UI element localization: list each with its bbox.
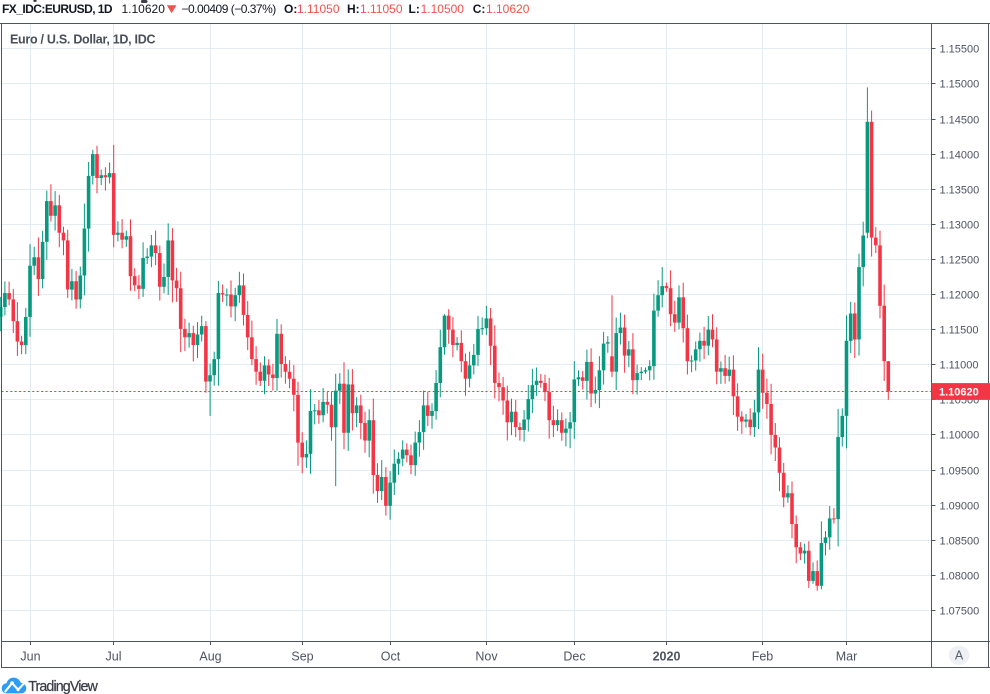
svg-text:1.14500: 1.14500: [940, 115, 980, 127]
svg-text:1.09000: 1.09000: [940, 501, 980, 513]
svg-text:1.10500: 1.10500: [421, 2, 465, 16]
svg-text:O:: O:: [284, 2, 297, 16]
svg-text:Oct: Oct: [381, 650, 401, 664]
svg-text:−0.00409 (−0.37%): −0.00409 (−0.37%): [182, 2, 277, 16]
svg-text:H:: H:: [347, 2, 360, 16]
svg-text:A: A: [955, 648, 964, 662]
svg-text:1.11050: 1.11050: [360, 2, 403, 16]
svg-text:1.11050: 1.11050: [297, 2, 340, 16]
svg-text:Nov: Nov: [475, 650, 498, 664]
svg-text:Jun: Jun: [20, 650, 40, 664]
svg-text:1.13500: 1.13500: [940, 185, 980, 197]
svg-text:1.15500: 1.15500: [940, 44, 980, 56]
svg-text:Aug: Aug: [199, 650, 221, 664]
svg-text:FX_IDC:EURUSD, 1D: FX_IDC:EURUSD, 1D: [2, 2, 113, 16]
svg-text:1.08500: 1.08500: [940, 536, 980, 548]
svg-text:1.11000: 1.11000: [940, 360, 979, 372]
svg-text:Dec: Dec: [563, 650, 585, 664]
svg-text:1.10620: 1.10620: [486, 2, 530, 16]
svg-text:TradingView: TradingView: [28, 679, 98, 694]
svg-text:1.15000: 1.15000: [940, 79, 980, 91]
svg-text:Jul: Jul: [106, 650, 122, 664]
svg-text:1.10620: 1.10620: [122, 2, 166, 16]
svg-text:1.11500: 1.11500: [940, 325, 979, 337]
svg-text:1.13000: 1.13000: [940, 220, 980, 232]
svg-text:L:: L:: [409, 2, 420, 16]
svg-text:Euro / U.S. Dollar, 1D, IDC: Euro / U.S. Dollar, 1D, IDC: [10, 33, 156, 47]
svg-text:Feb: Feb: [752, 650, 774, 664]
svg-text:1.12500: 1.12500: [940, 255, 980, 267]
svg-text:1.14000: 1.14000: [940, 150, 980, 162]
svg-text:1.12000: 1.12000: [940, 290, 980, 302]
svg-text:1.08000: 1.08000: [940, 571, 980, 583]
svg-text:1.10620: 1.10620: [939, 387, 979, 399]
svg-text:Sep: Sep: [291, 650, 313, 664]
svg-text:Mar: Mar: [836, 650, 858, 664]
svg-text:1.09500: 1.09500: [940, 466, 980, 478]
svg-text:1.10000: 1.10000: [940, 430, 980, 442]
svg-text:1.07500: 1.07500: [940, 606, 980, 618]
svg-text:2020: 2020: [653, 650, 681, 664]
svg-text:C:: C:: [473, 2, 486, 16]
